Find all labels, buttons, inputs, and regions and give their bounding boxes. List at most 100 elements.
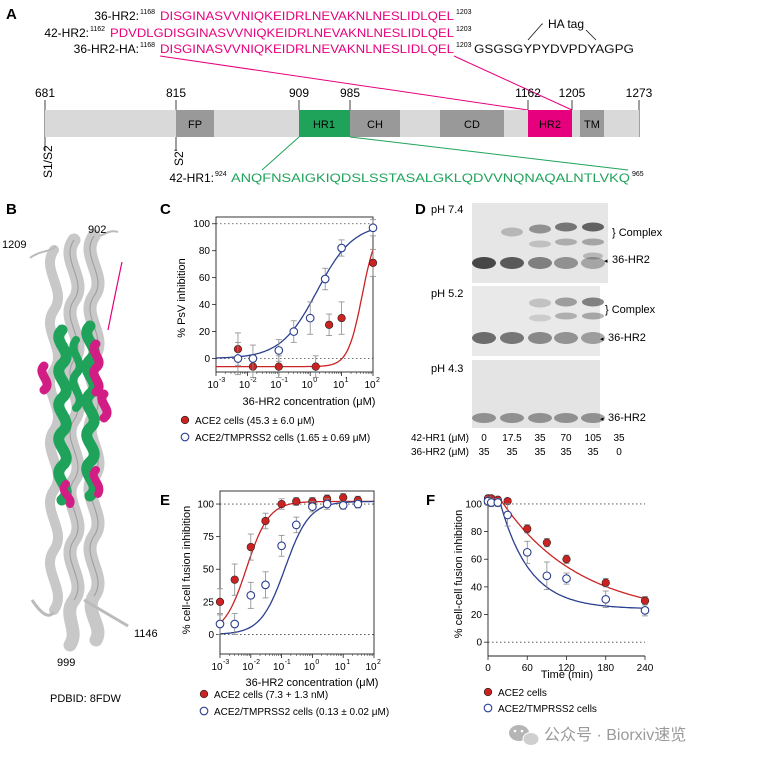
x-tick-exponent: -2 [250, 377, 256, 384]
gel-ph74 [472, 203, 608, 283]
seq-end: 1203 [456, 26, 472, 33]
data-point [215, 619, 225, 629]
legend: ACE2 cells (7.3 + 1.3 nM) ACE2/TMPRSS2 c… [199, 689, 389, 718]
ph-label-52: pH 5.2 [431, 288, 463, 300]
gel-band [500, 413, 524, 423]
x-tick-exponent: -2 [254, 659, 260, 666]
legend: ACE2 cells ACE2/TMPRSS2 cells [483, 687, 597, 715]
loop-top-right [99, 230, 119, 237]
watermark-text: 公众号 · Biorxiv速览 [544, 726, 686, 744]
hr1-peptide: 42-HR1: 924 ANQFNSAIGKIQDSLSSTASALGKLQDV… [169, 171, 643, 185]
position-labels: 681 815 909 985 1162 1205 1273 [35, 86, 653, 100]
seq-row-36-hr2-ha: 36-HR2-HA: 1168 DISGINASVVNIQKEIDRLNEVAK… [74, 42, 634, 56]
y-tick-label: 80 [199, 246, 211, 257]
structure-labels: 1209 902 999 1146 [2, 224, 158, 669]
y-tick-label: 0 [208, 630, 214, 641]
row2-cell: 35 [587, 447, 599, 458]
data-point [274, 362, 283, 371]
data-point [562, 574, 571, 583]
legend-marker-ace2 [199, 689, 209, 699]
seq-end: 1203 [456, 42, 472, 49]
legend-label-ace2: ACE2 cells [498, 688, 547, 699]
x-tick-label: 10 [270, 380, 282, 391]
site-s1s2: S1/S2 [41, 145, 55, 178]
domain-tm-label: TM [584, 119, 600, 131]
gel-band [528, 413, 552, 423]
gel-band [582, 222, 604, 232]
gel-band [554, 413, 578, 423]
x-tick-label: 10 [364, 380, 376, 391]
domain-labels: FP HR1 CH CD HR2 TM [188, 119, 600, 131]
panel-b-label: B [6, 201, 17, 218]
x-tick-label: 10 [239, 380, 251, 391]
x-tick-label: 240 [637, 663, 654, 674]
gel-band [500, 332, 524, 344]
y-tick-label: 100 [193, 219, 210, 230]
pos-1205: 1205 [559, 86, 586, 100]
x-axis-label: 36-HR2 concentration (μM) [243, 396, 376, 408]
site-s2prime: S2' [172, 149, 186, 166]
arrow-52: ◂ [600, 336, 604, 343]
domain-ch [350, 110, 400, 137]
loop-top-left [29, 245, 57, 259]
data-point [542, 571, 552, 581]
legend-marker-ace2-tmprss2 [483, 703, 493, 713]
gel-band [500, 257, 524, 269]
x-tick-label: 180 [597, 663, 614, 674]
y-tick-label: 20 [471, 610, 483, 621]
data-point [261, 580, 270, 590]
pdb-id: PDBID: 8FDW [50, 693, 122, 705]
gel-loading-table: 42-HR1 (μM) 36-HR2 (μM) 0 17.5 35 70 105… [411, 433, 625, 458]
domain-fp-label: FP [188, 119, 202, 131]
fit-curve [216, 229, 374, 359]
gel-band [529, 224, 551, 234]
row1-cell: 70 [560, 433, 572, 444]
row2-label: 36-HR2 (μM) [411, 447, 469, 458]
gel-band [582, 312, 604, 320]
gel-band [583, 252, 603, 260]
x-axis-label: Time (min) [541, 669, 593, 681]
domain-tm [580, 110, 604, 137]
seq-start: 1162 [90, 26, 105, 33]
ha-tail: GSGSGYPYDVPDYAGPG [474, 42, 634, 56]
domain-cd-label: CD [464, 119, 480, 131]
seq-residues: PDVDLGDISGINASVVNIQKEIDRLNEVAKNLNESLIDLQ… [110, 26, 454, 40]
gel-bands [472, 222, 605, 423]
data-point [305, 313, 315, 323]
data-point [230, 619, 240, 629]
gel-band [501, 227, 523, 237]
data-point [503, 510, 512, 520]
monomer-label-43: 36-HR2 [608, 412, 646, 424]
y-tick-label: 80 [471, 527, 483, 538]
seq-name: 36-HR2-HA: [74, 42, 139, 56]
y-axis-label: % PsV inhibition [176, 258, 188, 338]
domain-fp [176, 110, 214, 137]
data-point [601, 594, 611, 604]
gel-band [581, 257, 605, 269]
y-tick-label: 0 [476, 638, 482, 649]
hr2-connector-left [159, 55, 529, 111]
panel-b: B 1209 [2, 201, 158, 705]
ph-label-43: pH 4.3 [431, 363, 463, 375]
data-point [523, 524, 532, 533]
x-tick-label: 10 [273, 662, 285, 673]
row1-cell: 105 [585, 433, 602, 444]
monomer-label-74: 36-HR2 [612, 254, 650, 266]
legend-label-ace2-tmprss2: ACE2/TMPRSS2 cells (1.65 ± 0.69 μM) [195, 433, 370, 444]
panel-f-label: F [426, 492, 435, 509]
panel-a-label: A [6, 6, 17, 23]
data-point [337, 313, 346, 323]
gel-ph52 [472, 286, 600, 356]
label-1146: 1146 [134, 628, 158, 640]
x-tick-label: 10 [304, 662, 316, 673]
seq-start: 1168 [140, 42, 155, 49]
seq-start: 1168 [140, 9, 155, 16]
x-tick-exponent: 2 [376, 377, 380, 384]
y-tick-label: 40 [199, 300, 211, 311]
gel-band [582, 297, 604, 307]
gel-band [472, 257, 496, 269]
pos-985: 985 [340, 86, 360, 100]
complex-label-52: } Complex [605, 304, 656, 316]
